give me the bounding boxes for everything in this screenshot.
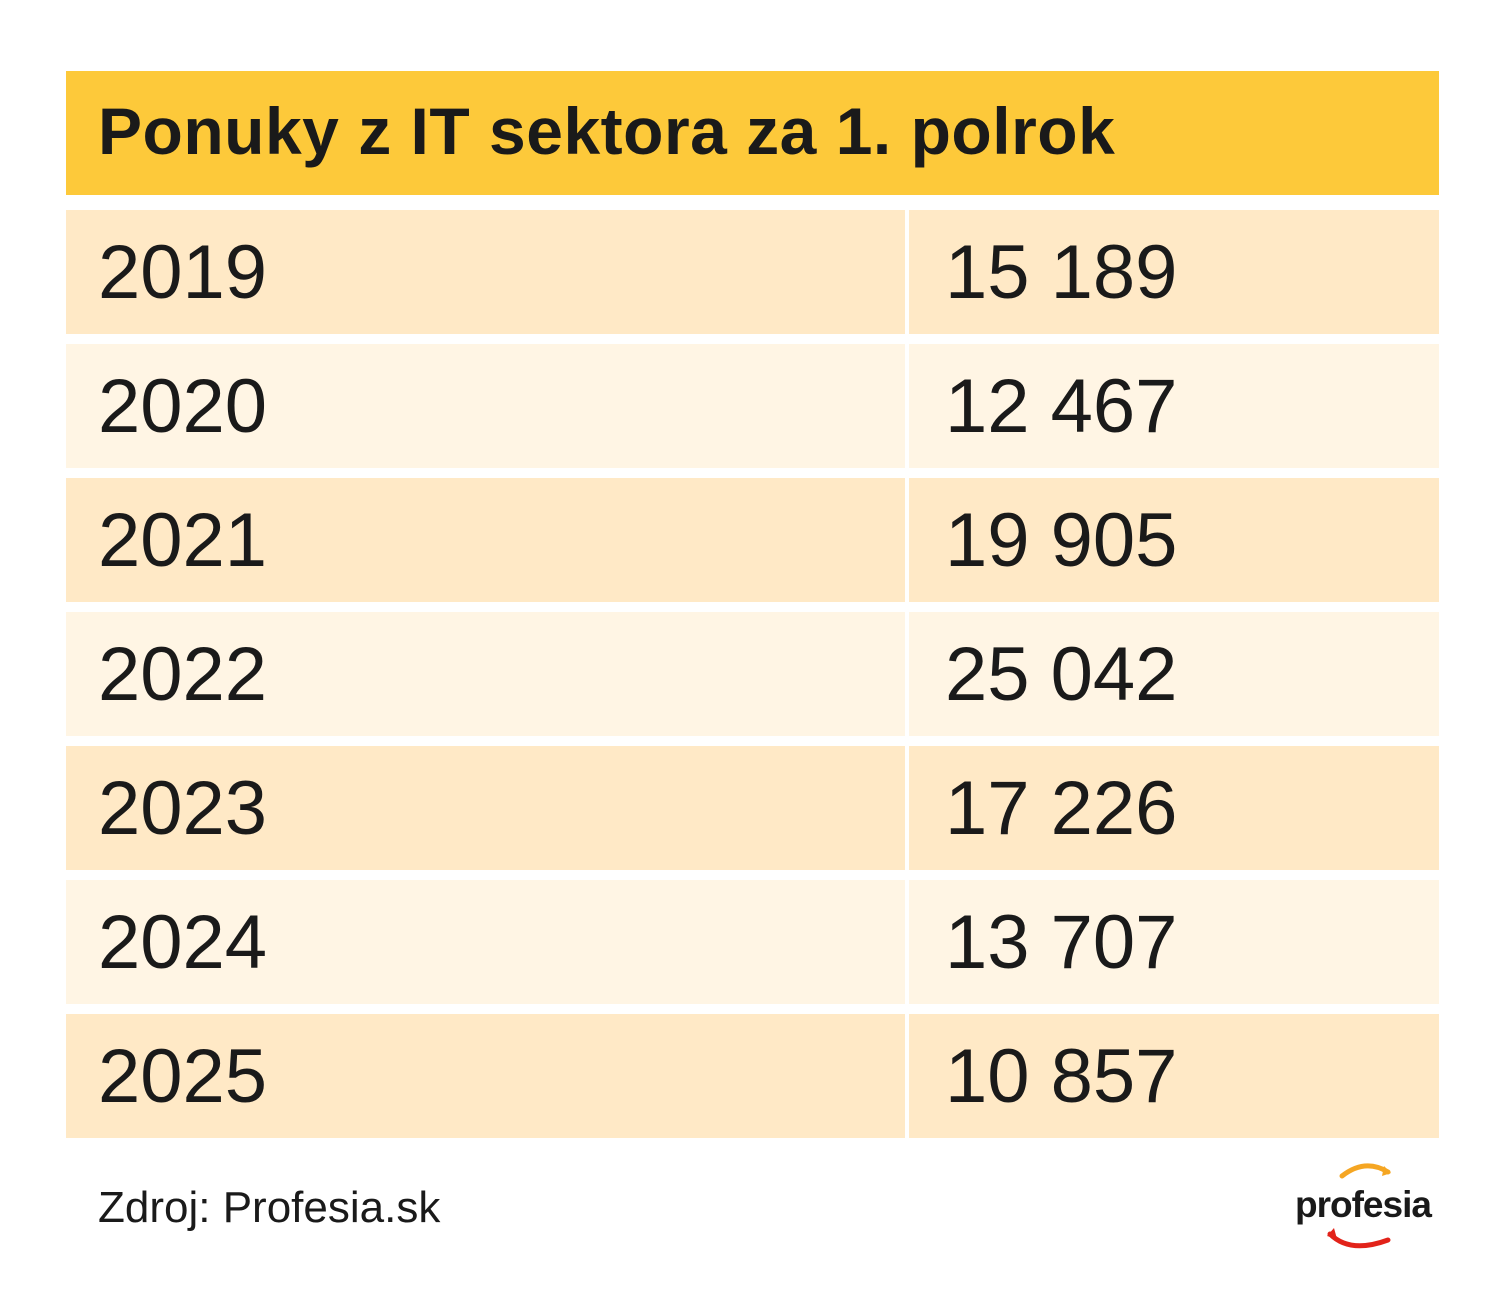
value-cell: 17 226 bbox=[909, 746, 1439, 870]
table-row: 2025 10 857 bbox=[66, 1014, 1439, 1138]
value-cell: 19 905 bbox=[909, 478, 1439, 602]
title-bar: Ponuky z IT sektora za 1. polrok bbox=[66, 71, 1439, 195]
data-table: 2019 15 189 2020 12 467 2021 19 905 2022… bbox=[66, 210, 1439, 1138]
value-cell: 10 857 bbox=[909, 1014, 1439, 1138]
value-cell: 15 189 bbox=[909, 210, 1439, 334]
profesia-swoosh-icon bbox=[1327, 1163, 1391, 1249]
year-cell: 2024 bbox=[66, 880, 905, 1004]
value-cell: 25 042 bbox=[909, 612, 1439, 736]
source-note: Zdroj: Profesia.sk bbox=[98, 1183, 441, 1232]
year-cell: 2023 bbox=[66, 746, 905, 870]
year-cell: 2025 bbox=[66, 1014, 905, 1138]
year-cell: 2021 bbox=[66, 478, 905, 602]
year-cell: 2022 bbox=[66, 612, 905, 736]
table-title: Ponuky z IT sektora za 1. polrok bbox=[98, 94, 1116, 168]
table-row: 2023 17 226 bbox=[66, 746, 1439, 870]
table-row: 2020 12 467 bbox=[66, 344, 1439, 468]
table-row: 2021 19 905 bbox=[66, 478, 1439, 602]
table-row: 2022 25 042 bbox=[66, 612, 1439, 736]
table-row: 2024 13 707 bbox=[66, 880, 1439, 1004]
value-cell: 13 707 bbox=[909, 880, 1439, 1004]
logo-text: profesia bbox=[1295, 1184, 1432, 1225]
value-cell: 12 467 bbox=[909, 344, 1439, 468]
year-cell: 2019 bbox=[66, 210, 905, 334]
year-cell: 2020 bbox=[66, 344, 905, 468]
table-row: 2019 15 189 bbox=[66, 210, 1439, 334]
profesia-logo: profesia bbox=[1290, 1158, 1440, 1258]
